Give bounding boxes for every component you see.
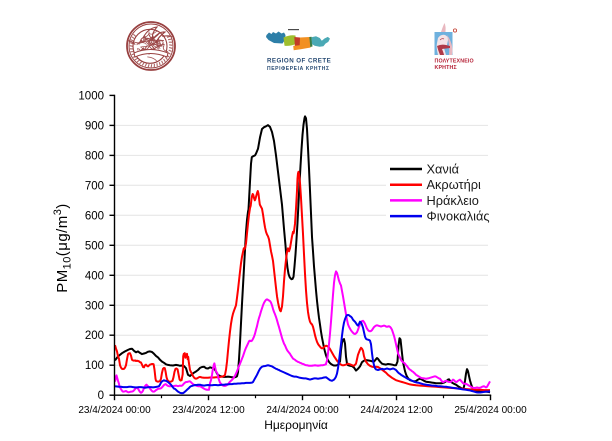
svg-text:23/4/2024 12:00: 23/4/2024 12:00 [172,405,245,416]
svg-text:800: 800 [85,150,104,162]
svg-text:300: 300 [85,300,104,312]
svg-text:1000: 1000 [78,90,104,102]
svg-text:600: 600 [85,210,104,222]
svg-text:500: 500 [85,240,104,252]
svg-text:23/4/2024 00:00: 23/4/2024 00:00 [78,405,151,416]
svg-text:100: 100 [85,360,104,372]
svg-text:200: 200 [85,330,104,342]
svg-text:Φινοκαλιάς: Φινοκαλιάς [427,209,490,224]
svg-text:0: 0 [98,390,104,402]
svg-text:700: 700 [85,180,104,192]
svg-text:ΠΟΛΥΤΕΧΝΕΙΟ: ΠΟΛΥΤΕΧΝΕΙΟ [435,59,474,65]
svg-text:ΚΡΗΤΗΣ: ΚΡΗΤΗΣ [435,65,458,71]
svg-text:Χανιά: Χανιά [427,162,460,177]
svg-text:900: 900 [85,120,104,132]
svg-text:Ακρωτήρι: Ακρωτήρι [427,177,481,192]
svg-text:REGION OF CRETE: REGION OF CRETE [267,58,331,65]
svg-text:PM10(μg/m3): PM10(μg/m3) [52,203,74,292]
svg-text:24/4/2024 12:00: 24/4/2024 12:00 [360,405,433,416]
svg-text:Ηράκλειο: Ηράκλειο [427,193,479,208]
svg-text:ΠΕΡΙΦΕΡΕΙΑ ΚΡΗΤΗΣ: ΠΕΡΙΦΕΡΕΙΑ ΚΡΗΤΗΣ [267,66,330,72]
svg-text:Ημερομηνία: Ημερομηνία [264,418,328,432]
svg-text:24/4/2024 00:00: 24/4/2024 00:00 [266,405,339,416]
svg-text:400: 400 [85,270,104,282]
svg-text:25/4/2024 00:00: 25/4/2024 00:00 [454,405,527,416]
